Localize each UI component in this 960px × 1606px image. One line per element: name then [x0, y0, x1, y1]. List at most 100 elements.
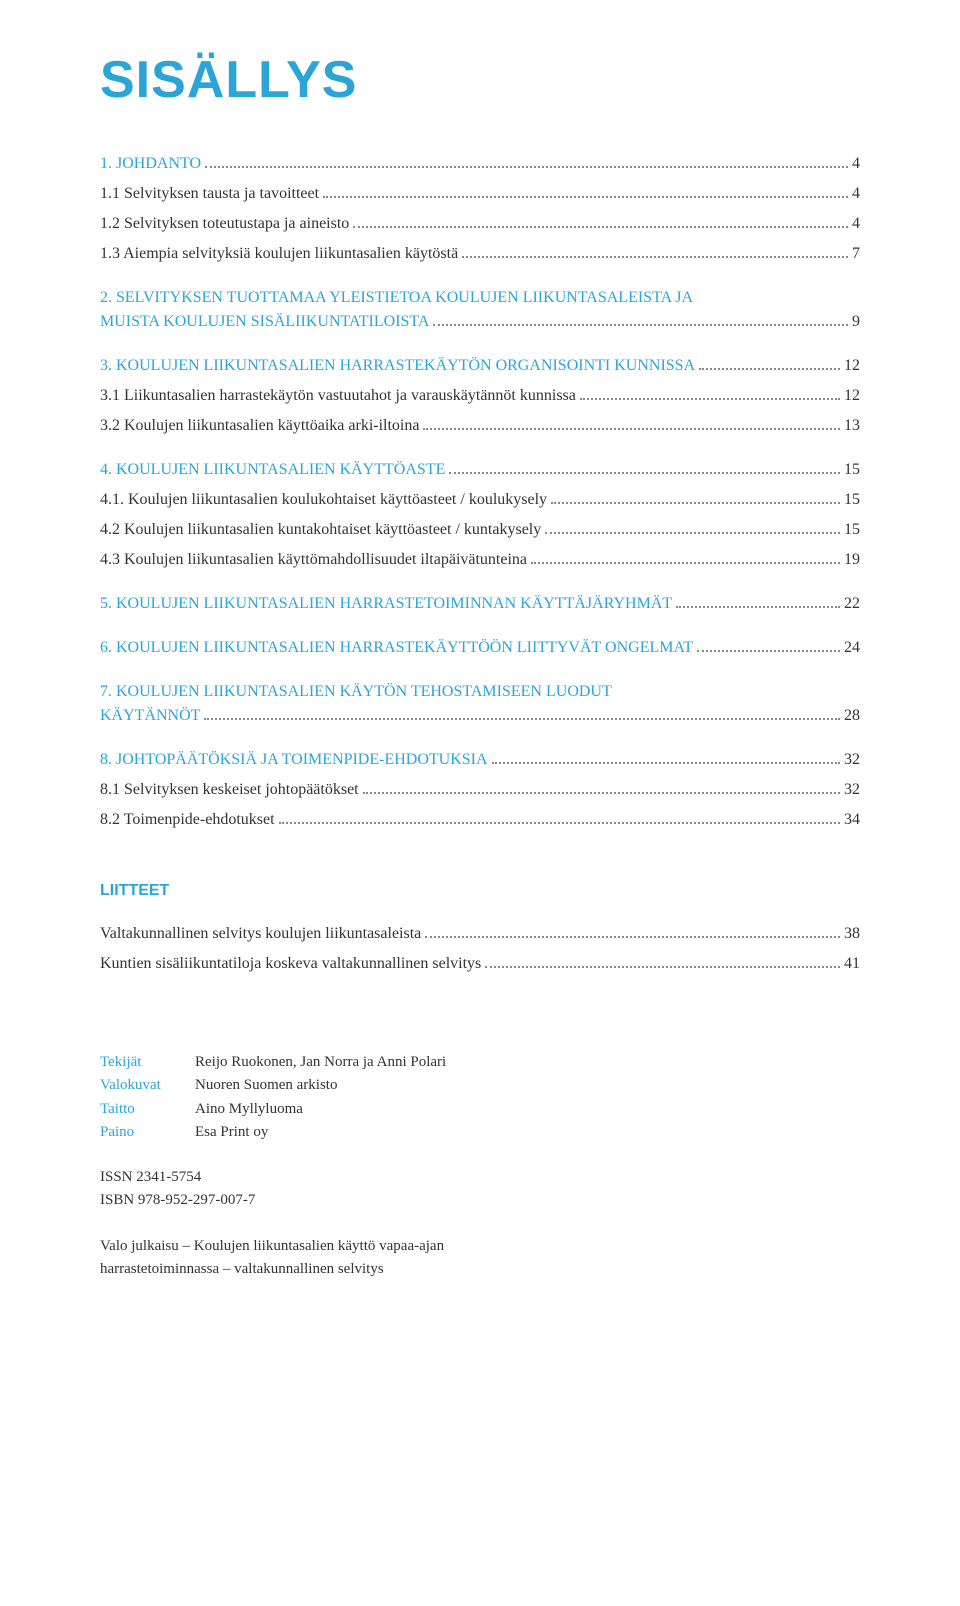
- toc-page: 12: [844, 384, 860, 408]
- toc-leader: [353, 226, 848, 228]
- appendix-entry: Kuntien sisäliikuntatiloja koskeva valta…: [100, 952, 860, 976]
- toc-page: 24: [844, 636, 860, 660]
- toc-label: 8.1 Selvityksen keskeiset johtopäätökset: [100, 778, 359, 802]
- toc-entry: 8.1 Selvityksen keskeiset johtopäätökset…: [100, 778, 860, 802]
- toc-page: 15: [844, 488, 860, 512]
- toc-entry-multiline: 2. SELVITYKSEN TUOTTAMAA YLEISTIETOA KOU…: [100, 286, 860, 334]
- credit-value: Esa Print oy: [195, 1121, 268, 1144]
- toc-label: 3.1 Liikuntasalien harrastekäytön vastuu…: [100, 384, 576, 408]
- toc-label: 1. JOHDANTO: [100, 152, 201, 176]
- appendix-entry: Valtakunnallinen selvitys koulujen liiku…: [100, 922, 860, 946]
- toc-entry: 4.1. Koulujen liikuntasalien koulukohtai…: [100, 488, 860, 512]
- toc-entry: 6. KOULUJEN LIIKUNTASALIEN HARRASTEKÄYTT…: [100, 636, 860, 660]
- toc-page: 4: [852, 152, 860, 176]
- credit-value: Reijo Ruokonen, Jan Norra ja Anni Polari: [195, 1051, 446, 1074]
- credit-value: Nuoren Suomen arkisto: [195, 1074, 337, 1097]
- toc-label: 4.3 Koulujen liikuntasalien käyttömahdol…: [100, 548, 527, 572]
- toc-entry: 1. JOHDANTO 4: [100, 152, 860, 176]
- appendix-heading: LIITTEET: [100, 882, 860, 900]
- toc-page: 32: [844, 778, 860, 802]
- toc-leader: [676, 606, 840, 608]
- footer-line1: Valo julkaisu – Koulujen liikuntasalien …: [100, 1235, 860, 1258]
- toc-entry: 1.1 Selvityksen tausta ja tavoitteet 4: [100, 182, 860, 206]
- toc-label: 5. KOULUJEN LIIKUNTASALIEN HARRASTETOIMI…: [100, 592, 672, 616]
- toc-entry: 1.2 Selvityksen toteutustapa ja aineisto…: [100, 212, 860, 236]
- toc-leader: [551, 502, 840, 504]
- credit-row: ValokuvatNuoren Suomen arkisto: [100, 1074, 860, 1097]
- toc-entry: 8. JOHTOPÄÄTÖKSIÄ JA TOIMENPIDE-EHDOTUKS…: [100, 748, 860, 772]
- toc-leader: [531, 562, 840, 564]
- toc-label: 3. KOULUJEN LIIKUNTASALIEN HARRASTEKÄYTÖ…: [100, 354, 695, 378]
- toc-leader: [462, 256, 848, 258]
- appendix-list: Valtakunnallinen selvitys koulujen liiku…: [100, 922, 860, 976]
- footer-line2: harrastetoiminnassa – valtakunnallinen s…: [100, 1258, 860, 1281]
- toc-leader: [699, 368, 840, 370]
- toc-page: 32: [844, 748, 860, 772]
- toc-page: 4: [852, 182, 860, 206]
- issn-line: ISSN 2341-5754: [100, 1166, 860, 1189]
- toc-label: 4.1. Koulujen liikuntasalien koulukohtai…: [100, 488, 547, 512]
- toc-page: 12: [844, 354, 860, 378]
- toc-page: 22: [844, 592, 860, 616]
- toc-leader: [279, 822, 840, 824]
- toc-leader: [449, 472, 840, 474]
- toc-page: 13: [844, 414, 860, 438]
- toc-leader: [363, 792, 840, 794]
- isbn-line: ISBN 978-952-297-007-7: [100, 1189, 860, 1212]
- page-title: SISÄLLYS: [100, 50, 860, 110]
- toc-label: 4. KOULUJEN LIIKUNTASALIEN KÄYTTÖASTE: [100, 458, 445, 482]
- toc-label: 1.2 Selvityksen toteutustapa ja aineisto: [100, 212, 349, 236]
- toc-entry: 3. KOULUJEN LIIKUNTASALIEN HARRASTEKÄYTÖ…: [100, 354, 860, 378]
- toc-page: 34: [844, 808, 860, 832]
- toc-label: 8.2 Toimenpide-ehdotukset: [100, 808, 275, 832]
- toc-leader: [433, 324, 848, 326]
- toc-entry: 4.3 Koulujen liikuntasalien käyttömahdol…: [100, 548, 860, 572]
- toc-page: 4: [852, 212, 860, 236]
- toc-leader: [204, 718, 840, 720]
- toc-entry: 1.3 Aiempia selvityksiä koulujen liikunt…: [100, 242, 860, 266]
- publication-footer: Valo julkaisu – Koulujen liikuntasalien …: [100, 1235, 860, 1282]
- toc-leader: [580, 398, 840, 400]
- toc-label: 3.2 Koulujen liikuntasalien käyttöaika a…: [100, 414, 419, 438]
- credit-row: TaittoAino Myllyluoma: [100, 1098, 860, 1121]
- toc-label: 4.2 Koulujen liikuntasalien kuntakohtais…: [100, 518, 541, 542]
- appendix-label: Kuntien sisäliikuntatiloja koskeva valta…: [100, 952, 481, 976]
- toc-page: 15: [844, 518, 860, 542]
- toc-label-line1: 7. KOULUJEN LIIKUNTASALIEN KÄYTÖN TEHOST…: [100, 680, 860, 704]
- toc-entry: 5. KOULUJEN LIIKUNTASALIEN HARRASTETOIMI…: [100, 592, 860, 616]
- toc-entry: 4.2 Koulujen liikuntasalien kuntakohtais…: [100, 518, 860, 542]
- toc-page: 19: [844, 548, 860, 572]
- toc-entry: 3.1 Liikuntasalien harrastekäytön vastuu…: [100, 384, 860, 408]
- credit-row: PainoEsa Print oy: [100, 1121, 860, 1144]
- toc-leader: [205, 166, 848, 168]
- toc-entry: 4. KOULUJEN LIIKUNTASALIEN KÄYTTÖASTE 15: [100, 458, 860, 482]
- appendix-leader: [485, 966, 840, 968]
- toc-entry: 3.2 Koulujen liikuntasalien käyttöaika a…: [100, 414, 860, 438]
- toc-page: 15: [844, 458, 860, 482]
- credit-row: TekijätReijo Ruokonen, Jan Norra ja Anni…: [100, 1051, 860, 1074]
- toc-label-line2: MUISTA KOULUJEN SISÄLIIKUNTATILOISTA: [100, 310, 429, 334]
- isbn-block: ISSN 2341-5754 ISBN 978-952-297-007-7: [100, 1166, 860, 1213]
- credit-value: Aino Myllyluoma: [195, 1098, 303, 1121]
- credit-label: Paino: [100, 1121, 195, 1144]
- toc-page: 7: [852, 242, 860, 266]
- appendix-label: Valtakunnallinen selvitys koulujen liiku…: [100, 922, 421, 946]
- appendix-page: 38: [844, 922, 860, 946]
- toc-leader: [697, 650, 840, 652]
- toc-label: 6. KOULUJEN LIIKUNTASALIEN HARRASTEKÄYTT…: [100, 636, 693, 660]
- toc-page: 9: [852, 310, 860, 334]
- toc-leader: [492, 762, 840, 764]
- toc-label-line2: KÄYTÄNNÖT: [100, 704, 200, 728]
- toc-label-line1: 2. SELVITYKSEN TUOTTAMAA YLEISTIETOA KOU…: [100, 286, 860, 310]
- appendix-leader: [425, 936, 840, 938]
- toc-entry-multiline: 7. KOULUJEN LIIKUNTASALIEN KÄYTÖN TEHOST…: [100, 680, 860, 728]
- toc-entry: 8.2 Toimenpide-ehdotukset 34: [100, 808, 860, 832]
- table-of-contents: 1. JOHDANTO41.1 Selvityksen tausta ja ta…: [100, 152, 860, 832]
- toc-leader: [323, 196, 848, 198]
- toc-leader: [545, 532, 840, 534]
- appendix-page: 41: [844, 952, 860, 976]
- credits-block: TekijätReijo Ruokonen, Jan Norra ja Anni…: [100, 1051, 860, 1144]
- toc-label: 1.1 Selvityksen tausta ja tavoitteet: [100, 182, 319, 206]
- credit-label: Tekijät: [100, 1051, 195, 1074]
- toc-page: 28: [844, 704, 860, 728]
